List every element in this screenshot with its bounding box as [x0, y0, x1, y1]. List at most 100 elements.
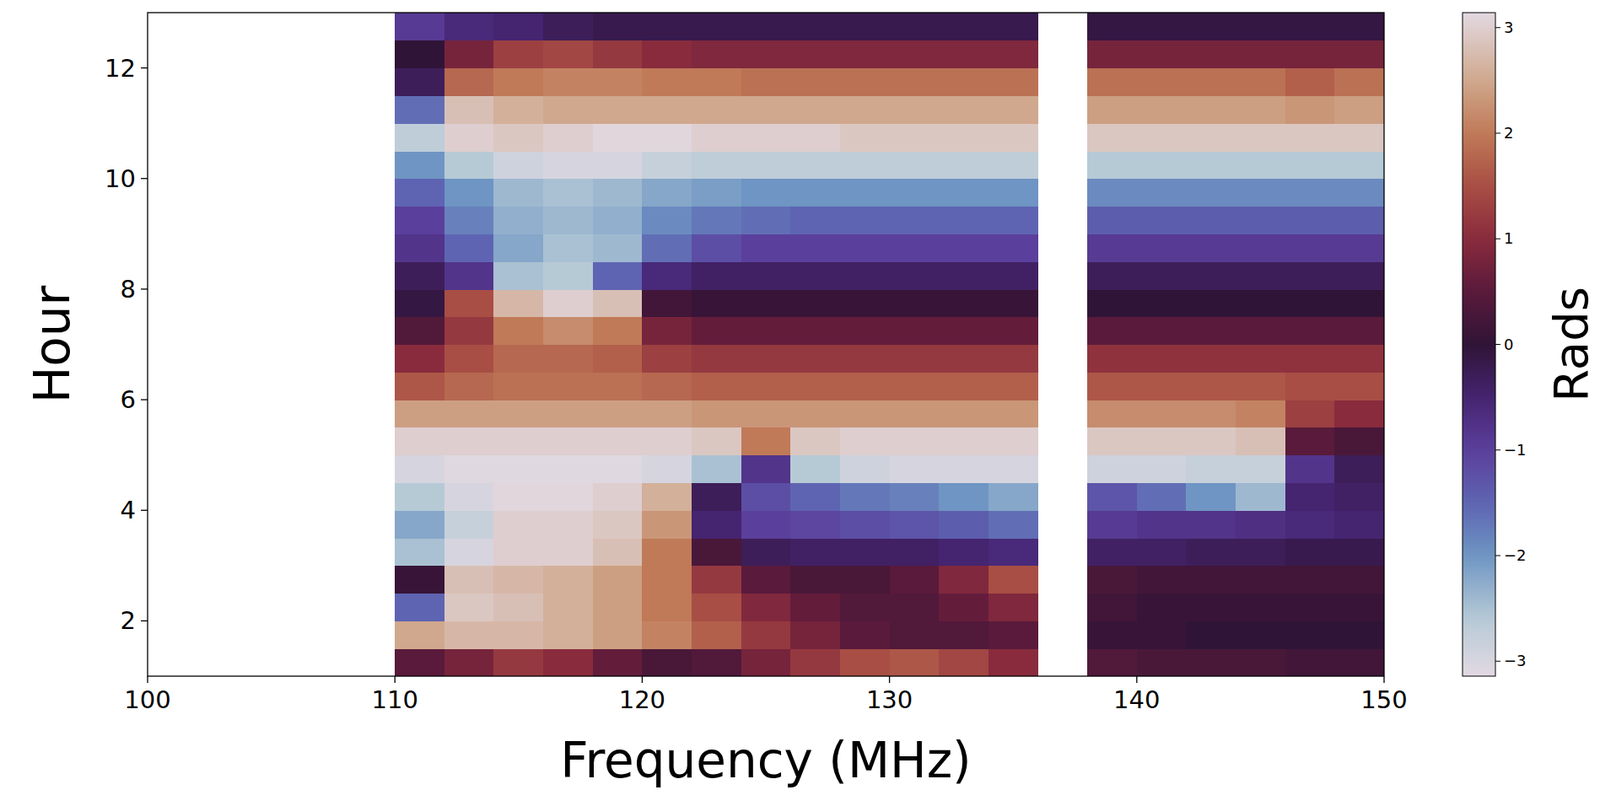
heatmap-cell [1285, 150, 1336, 179]
heatmap-cell [1334, 427, 1385, 456]
heatmap-cell [543, 206, 593, 235]
heatmap-cell [1285, 455, 1336, 484]
heatmap-cell [691, 206, 742, 235]
heatmap-cell [493, 95, 544, 124]
heatmap-cell [444, 317, 495, 345]
heatmap-cell [1235, 178, 1286, 207]
heatmap-cell [592, 289, 643, 318]
heatmap-cell [1235, 68, 1286, 97]
heatmap-cell [1334, 317, 1385, 345]
heatmap-cell [938, 178, 989, 207]
heatmap-cell [493, 233, 544, 262]
heatmap-cell [592, 233, 643, 262]
heatmap-cell [1285, 648, 1336, 677]
x-tick [1136, 676, 1137, 684]
y-axis-title: Hour [23, 285, 81, 405]
heatmap-cells [394, 12, 1385, 677]
y-tick [140, 398, 148, 400]
heatmap-cell [493, 261, 544, 290]
heatmap-cell [741, 593, 792, 622]
heatmap-cell [592, 40, 643, 69]
heatmap-cell [493, 317, 544, 345]
heatmap-cell [543, 371, 593, 400]
heatmap-cell [394, 178, 445, 207]
heatmap-cell [1235, 427, 1286, 456]
heatmap-cell [1285, 399, 1336, 428]
heatmap-cell [1087, 150, 1137, 179]
heatmap-cell [1235, 123, 1286, 151]
y-tick [140, 510, 148, 512]
heatmap-cell [790, 565, 841, 594]
heatmap-cell [1087, 123, 1137, 151]
heatmap-cell [592, 399, 643, 428]
heatmap-cell [543, 565, 593, 594]
heatmap-cell [444, 289, 495, 318]
heatmap-cell [1185, 40, 1236, 69]
heatmap-cell [1087, 289, 1137, 318]
heatmap-cell [394, 95, 445, 124]
heatmap-cell [840, 399, 890, 428]
heatmap-cell [444, 261, 495, 290]
heatmap-cell [840, 206, 890, 235]
heatmap-cell [1185, 261, 1236, 290]
heatmap-cell [741, 40, 792, 69]
heatmap-cell [691, 427, 742, 456]
heatmap-cell [938, 648, 989, 677]
heatmap-cell [938, 317, 989, 345]
y-tick [140, 67, 148, 69]
heatmap-cell [1334, 206, 1385, 235]
x-axis-title: Frequency (MHz) [560, 732, 971, 790]
heatmap-cell [988, 206, 1039, 235]
heatmap-cell [1087, 233, 1137, 262]
colorbar-tick [1495, 26, 1501, 28]
heatmap-cell [938, 289, 989, 318]
heatmap-cell [988, 482, 1039, 511]
heatmap-cell [1185, 317, 1236, 345]
heatmap-cell [641, 620, 692, 649]
heatmap-cell [1136, 289, 1187, 318]
y-tick [140, 288, 148, 290]
colorbar-tick-label: 0 [1503, 335, 1514, 354]
heatmap-cell [641, 233, 692, 262]
heatmap-cell [641, 538, 692, 566]
heatmap-cell [790, 455, 841, 484]
colorbar-tick [1495, 661, 1501, 663]
heatmap-cell [1334, 371, 1385, 400]
heatmap-cell [840, 593, 890, 622]
heatmap-cell [938, 455, 989, 484]
heatmap-cell [493, 344, 544, 373]
heatmap-cell [741, 261, 792, 290]
heatmap-cell [938, 12, 989, 41]
heatmap-cell [1334, 233, 1385, 262]
heatmap-cell [889, 233, 940, 262]
heatmap-cell [1087, 344, 1137, 373]
heatmap-cell [444, 68, 495, 97]
chart: 10011012013014015024681012Frequency (MHz… [0, 0, 1600, 806]
heatmap-cell [1285, 620, 1336, 649]
heatmap-cell [1334, 178, 1385, 207]
heatmap-cell [1087, 399, 1137, 428]
heatmap-cell [1185, 371, 1236, 400]
heatmap-cell [840, 427, 890, 456]
heatmap-cell [790, 206, 841, 235]
heatmap-cell [691, 593, 742, 622]
heatmap-cell [1136, 399, 1187, 428]
x-tick [146, 676, 148, 684]
heatmap-cell [1235, 648, 1286, 677]
heatmap-cell [741, 95, 792, 124]
heatmap-cell [1185, 178, 1236, 207]
heatmap-cell [691, 538, 742, 566]
heatmap-cell [1185, 123, 1236, 151]
heatmap-cell [543, 648, 593, 677]
heatmap-cell [394, 289, 445, 318]
heatmap-cell [394, 206, 445, 235]
heatmap-cell [1136, 206, 1187, 235]
heatmap-cell [1136, 455, 1187, 484]
heatmap-cell [1334, 482, 1385, 511]
heatmap-cell [741, 317, 792, 345]
heatmap-cell [1334, 538, 1385, 566]
heatmap-cell [394, 648, 445, 677]
heatmap-cell [790, 68, 841, 97]
heatmap-cell [988, 399, 1039, 428]
heatmap-cell [1136, 510, 1187, 539]
